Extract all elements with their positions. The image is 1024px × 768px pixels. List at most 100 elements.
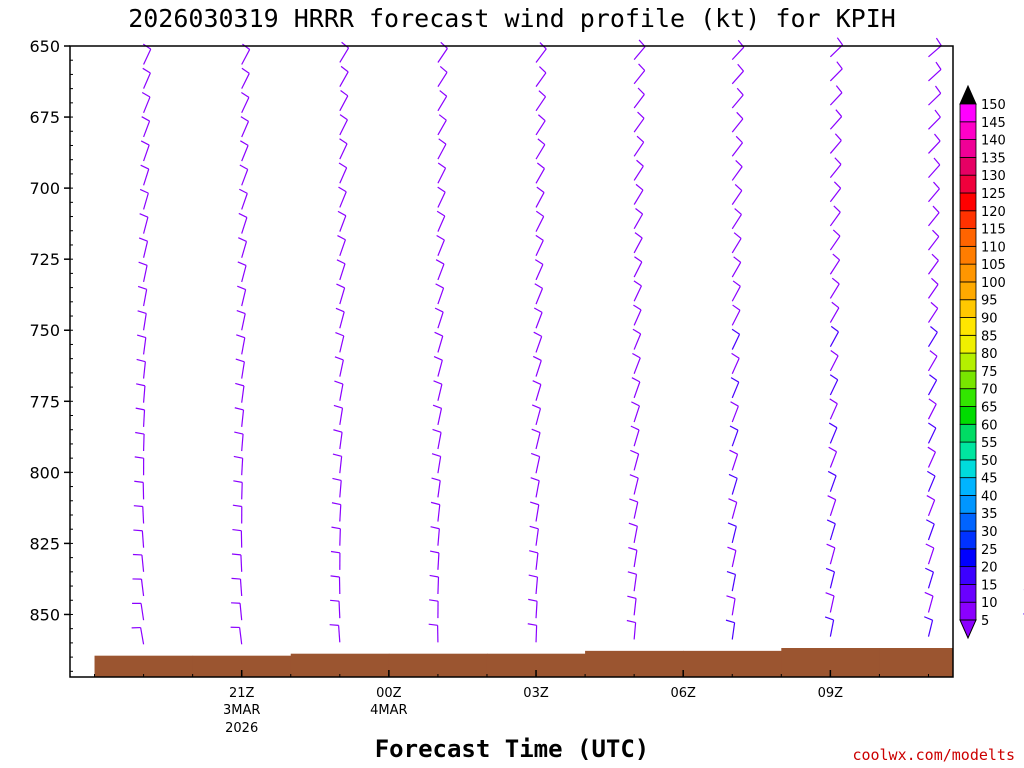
wind-barb-feather <box>533 307 543 313</box>
wind-barb-staff <box>241 169 249 186</box>
wind-barb-staff <box>633 70 646 85</box>
wind-barb-staff <box>927 547 935 565</box>
barb-column <box>924 37 942 637</box>
wind-barb-feather <box>932 229 940 237</box>
wind-barb-feather <box>236 334 245 339</box>
colorbar-segment <box>959 121 977 140</box>
wind-barb-feather <box>528 598 538 602</box>
wind-barb-staff <box>437 335 444 353</box>
wind-barb-feather <box>933 157 941 166</box>
wind-barb-staff <box>535 504 540 522</box>
wind-barb-staff <box>339 47 350 63</box>
y-tick-label: 775 <box>29 392 60 411</box>
wind-barb-staff <box>437 191 446 208</box>
wind-barb-staff <box>437 408 443 426</box>
wind-barb-staff <box>633 526 638 543</box>
wind-barb-staff <box>731 214 742 230</box>
wind-barb-feather <box>830 325 839 333</box>
wind-barb-staff <box>241 434 244 452</box>
wind-barb-staff <box>535 360 542 377</box>
wind-barb-feather <box>330 550 341 554</box>
wind-barb-feather <box>429 550 440 554</box>
terrain-block <box>290 653 390 677</box>
wind-barb-feather <box>836 61 843 70</box>
colorbar-segment <box>959 584 977 603</box>
wind-barb-staff <box>633 165 644 181</box>
colorbar-tick-label: 65 <box>981 400 998 415</box>
colorbar-tick-label: 60 <box>981 418 998 433</box>
wind-barb-feather <box>928 398 937 405</box>
wind-barb-staff <box>338 625 341 643</box>
wind-barb-staff <box>535 480 540 498</box>
wind-barb-staff <box>339 311 345 329</box>
wind-barb-staff <box>437 552 440 570</box>
wind-barb-feather <box>935 61 942 70</box>
wind-barb-feather <box>736 111 744 120</box>
wind-barb-staff <box>731 262 742 278</box>
wind-barb-feather <box>729 449 738 455</box>
terrain-block <box>192 655 292 677</box>
colorbar-tick-label: 85 <box>981 329 998 344</box>
wind-barb-feather <box>437 186 446 193</box>
wind-barb-feather <box>428 623 438 626</box>
wind-barb-feather <box>735 159 743 168</box>
wind-barb-feather <box>630 449 639 455</box>
wind-barb-feather <box>831 277 840 285</box>
wind-barb-staff <box>535 168 545 184</box>
wind-barb-feather <box>532 380 542 385</box>
colorbar-segment <box>959 406 977 425</box>
wind-barb-staff <box>142 289 148 307</box>
wind-barb-feather <box>629 474 639 479</box>
wind-barb-staff <box>535 96 547 112</box>
wind-barb-feather <box>538 66 547 74</box>
wind-barb-feather <box>338 186 347 193</box>
wind-barb-staff <box>339 480 342 498</box>
wind-barb-staff <box>535 601 538 619</box>
wind-barb-staff <box>241 241 248 258</box>
terrain-block <box>94 655 194 677</box>
wind-barb-feather <box>530 477 540 482</box>
wind-barb-feather <box>529 525 539 530</box>
wind-barb-feather <box>834 133 842 141</box>
y-tick-label: 725 <box>29 250 60 269</box>
wind-barb-feather <box>231 553 241 556</box>
wind-barb-staff <box>437 215 446 232</box>
wind-barb-feather <box>133 529 143 532</box>
wind-barb-staff <box>437 311 444 329</box>
wind-barb-staff <box>731 286 741 302</box>
wind-barb-feather <box>437 162 446 169</box>
wind-barb-feather <box>534 259 544 265</box>
wind-barb-feather <box>929 350 938 357</box>
wind-barb-feather <box>832 229 841 237</box>
wind-barb-feather <box>435 259 445 265</box>
wind-barb-feather <box>630 425 640 431</box>
wind-barb-feather <box>241 91 250 98</box>
colorbar-segment <box>959 156 977 176</box>
wind-barb-staff <box>437 480 441 498</box>
wind-barb-staff <box>339 432 343 450</box>
wind-barb-staff <box>927 379 938 396</box>
wind-barb-staff <box>239 578 243 597</box>
y-tick-label: 650 <box>29 37 60 56</box>
wind-barb-feather <box>240 116 249 122</box>
wind-barb-feather <box>737 63 744 72</box>
wind-barb-feather <box>835 109 843 117</box>
wind-barb-feather <box>430 526 440 530</box>
wind-barb-feather <box>438 138 447 145</box>
wind-barb-staff <box>143 72 151 89</box>
wind-barb-staff <box>928 92 942 106</box>
colorbar-segment <box>959 601 977 621</box>
wind-barb-staff <box>927 307 939 323</box>
wind-barb-staff <box>437 287 445 305</box>
wind-barb-feather <box>632 328 641 335</box>
wind-barb-feather <box>729 425 739 431</box>
colorbar-tick-label: 25 <box>981 543 998 558</box>
y-axis: 650 675 700 725 750 775 800 825 850 <box>29 37 73 672</box>
colorbar-segment <box>959 263 977 283</box>
wind-barb-staff <box>339 528 341 546</box>
wind-barb-staff <box>829 235 841 251</box>
wind-barb-staff <box>239 603 243 621</box>
colorbar-tick-label: 115 <box>981 223 1006 238</box>
wind-barb-feather <box>529 550 539 554</box>
wind-barb-feather <box>826 519 836 525</box>
